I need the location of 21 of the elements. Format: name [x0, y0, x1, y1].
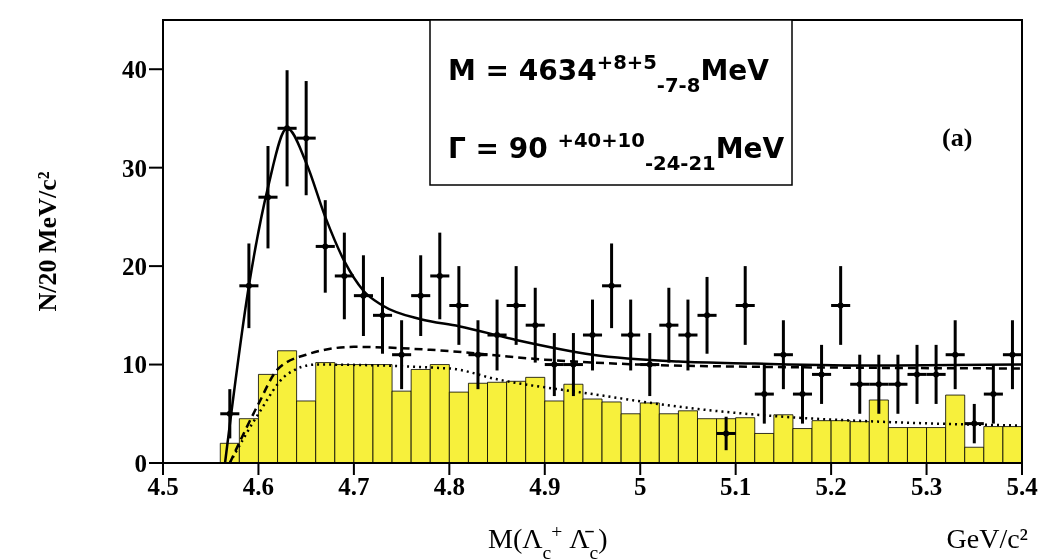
x-tick-label: 4.8	[433, 472, 465, 500]
y-tick-label: 0	[134, 449, 147, 477]
x-tick-label: 5.4	[1006, 472, 1039, 500]
y-tick-label: 30	[122, 154, 147, 182]
x-tick-label: 4.6	[242, 472, 275, 500]
y-axis-title: N/20 MeV/c²	[33, 171, 62, 312]
x-axis-title: M(Λ$_{c}$$^{+}$ Λ̄$_{c}$)	[488, 520, 608, 559]
x-tick-label: 5	[633, 472, 647, 500]
y-tick-label: 20	[122, 252, 147, 280]
x-tick-label: 5.1	[720, 472, 752, 500]
annotation: M = 4634$^{+8+5}$$_{-7-8}$MeV	[448, 50, 770, 97]
annotation: (a)	[942, 123, 973, 152]
x-tick-label: 5.3	[910, 472, 943, 500]
text: GeV/c²	[946, 523, 1028, 554]
annotation: Γ = 90 $^{+40+10}$$_{-24-21}$MeV	[448, 128, 785, 175]
x-tick-label: 4.9	[529, 472, 561, 500]
x-tick-label: 5.2	[815, 472, 847, 500]
x-tick-label: 4.5	[147, 472, 179, 500]
y-tick-label: 10	[122, 351, 147, 379]
y-tick-label: 40	[122, 56, 147, 84]
x-tick-label: 4.7	[338, 472, 370, 500]
